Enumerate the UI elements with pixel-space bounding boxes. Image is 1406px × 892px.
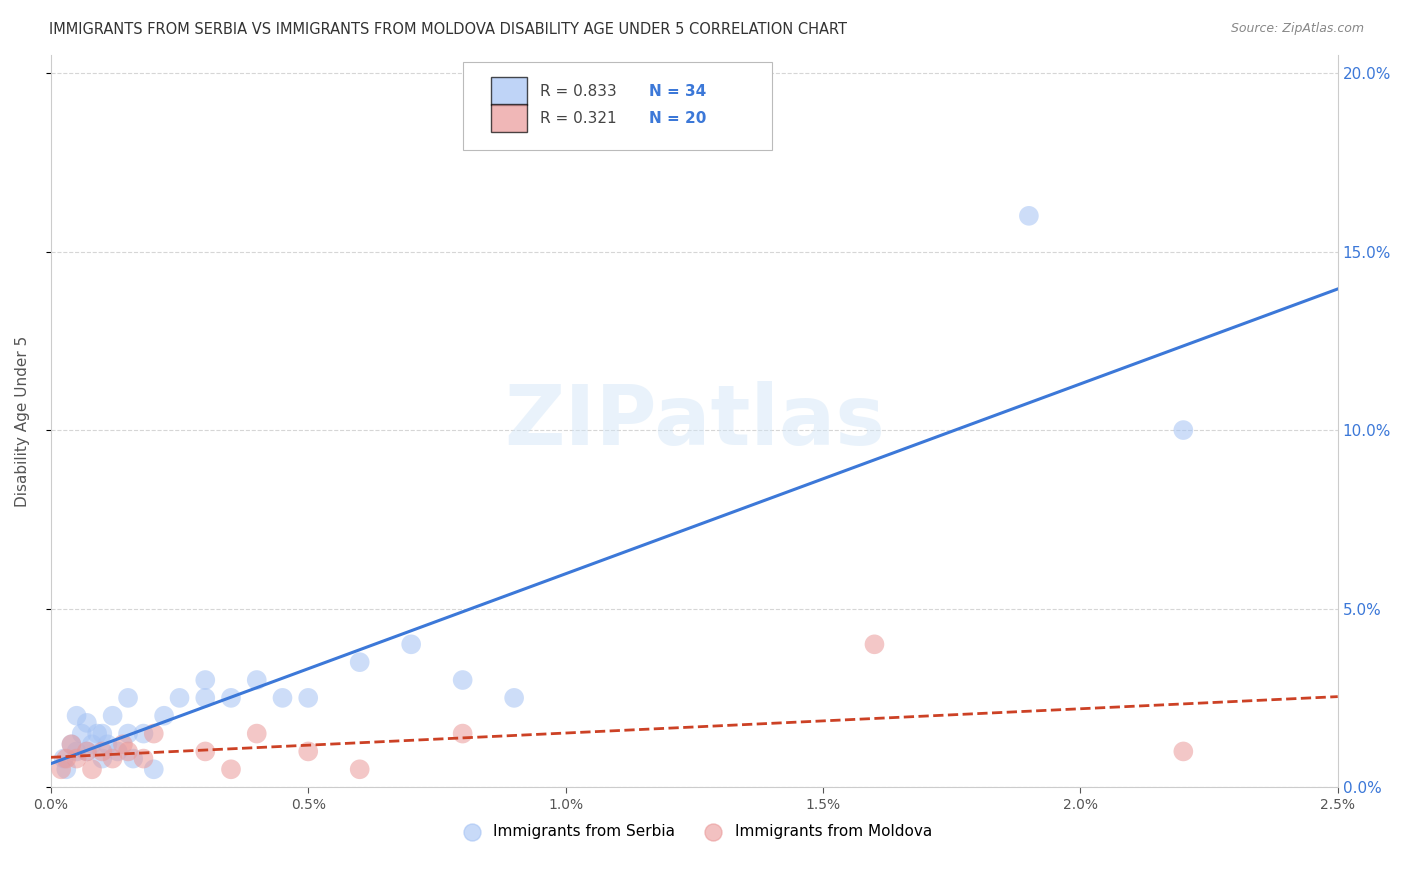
Point: [76, 744, 98, 758]
Point: [246, 673, 269, 687]
Text: N = 20: N = 20: [650, 111, 707, 126]
Point: [65, 708, 87, 723]
Point: [117, 690, 139, 705]
Point: [65, 751, 87, 765]
Text: IMMIGRANTS FROM SERBIA VS IMMIGRANTS FROM MOLDOVA DISABILITY AGE UNDER 5 CORRELA: IMMIGRANTS FROM SERBIA VS IMMIGRANTS FRO…: [49, 22, 848, 37]
Point: [52, 751, 75, 765]
Point: [76, 715, 98, 730]
Point: [349, 655, 371, 669]
Point: [246, 726, 269, 740]
Text: Source: ZipAtlas.com: Source: ZipAtlas.com: [1230, 22, 1364, 36]
Point: [153, 708, 176, 723]
Point: [122, 751, 145, 765]
Point: [70, 726, 93, 740]
Point: [111, 737, 134, 751]
Point: [91, 726, 114, 740]
Point: [86, 726, 108, 740]
Text: R = 0.833: R = 0.833: [540, 84, 617, 98]
Point: [101, 751, 124, 765]
Point: [132, 751, 155, 765]
Point: [194, 690, 217, 705]
FancyBboxPatch shape: [491, 77, 527, 105]
Point: [1018, 209, 1040, 223]
Point: [1173, 744, 1195, 758]
Y-axis label: Disability Age Under 5: Disability Age Under 5: [15, 335, 30, 507]
Point: [219, 762, 242, 776]
Point: [297, 744, 319, 758]
Point: [451, 726, 474, 740]
Point: [117, 744, 139, 758]
Point: [55, 762, 77, 776]
Point: [194, 673, 217, 687]
Point: [55, 751, 77, 765]
Point: [49, 762, 72, 776]
Point: [142, 762, 165, 776]
Point: [117, 726, 139, 740]
Point: [60, 737, 83, 751]
Point: [101, 708, 124, 723]
Text: N = 34: N = 34: [650, 84, 706, 98]
Point: [132, 726, 155, 740]
Point: [451, 673, 474, 687]
Point: [863, 637, 886, 651]
Point: [76, 744, 98, 758]
Point: [399, 637, 422, 651]
Point: [80, 762, 103, 776]
Text: R = 0.321: R = 0.321: [540, 111, 616, 126]
Point: [219, 690, 242, 705]
Point: [65, 744, 87, 758]
Point: [91, 744, 114, 758]
Point: [1173, 423, 1195, 437]
FancyBboxPatch shape: [491, 104, 527, 132]
Point: [271, 690, 294, 705]
FancyBboxPatch shape: [463, 62, 772, 150]
Point: [297, 690, 319, 705]
Text: ZIPatlas: ZIPatlas: [503, 381, 884, 462]
Point: [107, 744, 129, 758]
Point: [91, 751, 114, 765]
Point: [503, 690, 526, 705]
Point: [80, 737, 103, 751]
Point: [194, 744, 217, 758]
Point: [142, 726, 165, 740]
Point: [60, 737, 83, 751]
Legend: Immigrants from Serbia, Immigrants from Moldova: Immigrants from Serbia, Immigrants from …: [450, 818, 938, 846]
Point: [349, 762, 371, 776]
Point: [96, 737, 118, 751]
Point: [169, 690, 191, 705]
